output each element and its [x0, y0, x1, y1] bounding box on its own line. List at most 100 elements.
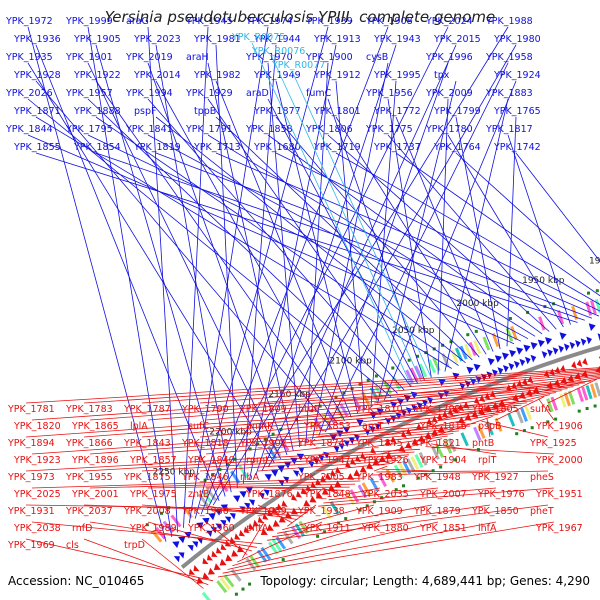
reverse-leader-line — [321, 435, 448, 455]
gc-marker — [366, 378, 370, 382]
reverse-gene-arrow — [571, 361, 577, 369]
gene-label-reverse: YPK_1896 — [71, 455, 119, 466]
gene-label-forward: YPK_1844 — [5, 124, 53, 135]
gene-label-reverse: YPK_1816 — [419, 421, 467, 432]
forward-gene-arrow — [459, 382, 466, 391]
gc-marker — [474, 329, 478, 333]
gene-label-forward: YPK_1957 — [65, 88, 113, 99]
gc-marker — [256, 442, 260, 446]
gene-label-reverse: YPK_2001 — [71, 489, 119, 500]
gene-label-forward: YPK_1680 — [253, 142, 301, 153]
reverse-gene-arrow — [595, 365, 600, 373]
cog-color-stripe — [443, 439, 453, 454]
reverse-gene-arrow — [512, 394, 519, 402]
cog-color-stripe — [155, 526, 167, 540]
rna-leader-line — [291, 70, 432, 378]
forward-leader-line — [324, 62, 509, 433]
gene-label-forward: YPK_1922 — [73, 70, 121, 81]
gc-marker — [587, 291, 590, 295]
gc-marker — [350, 387, 354, 391]
gene-label-forward: YPK_1912 — [313, 70, 361, 81]
reverse-leader-line — [147, 384, 580, 421]
forward-gene-arrow — [427, 397, 433, 405]
forward-leader-line — [267, 134, 543, 335]
forward-gene-arrow — [264, 474, 272, 481]
gc-marker — [394, 488, 398, 492]
cog-color-stripe — [223, 574, 235, 588]
reverse-leader-line — [263, 433, 454, 455]
reverse-leader-line — [147, 521, 253, 552]
reverse-gene-arrow — [276, 503, 283, 511]
forward-gene-arrow — [297, 467, 304, 474]
reverse-gene-arrow — [457, 416, 465, 424]
gc-marker — [554, 417, 558, 421]
reverse-gene-arrow — [325, 472, 332, 480]
reverse-leader-line — [379, 438, 443, 455]
gene-label-forward: YPK_1780 — [425, 124, 473, 135]
gene-label-reverse: YPK_1880 — [361, 523, 409, 534]
reverse-gene-arrow — [576, 359, 583, 367]
gene-label-forward: YPK_1772 — [373, 106, 421, 117]
reverse-gene-arrow — [213, 563, 221, 571]
gene-label-forward: YPK_2019 — [125, 52, 173, 63]
cog-color-stripe — [377, 473, 388, 488]
forward-leader-line — [335, 152, 600, 305]
gene-label-forward: YPK_1742 — [493, 142, 541, 153]
reverse-leader-line — [486, 418, 491, 438]
reverse-leader-line — [31, 477, 366, 489]
reverse-gene-arrow — [315, 491, 323, 499]
reverse-gene-arrow — [220, 543, 227, 550]
rna-leader-line — [271, 56, 422, 383]
gene-label-forward: YPK_1994 — [125, 88, 173, 99]
reverse-leader-line — [547, 378, 597, 404]
gene-label-reverse: YPK_1876 — [245, 489, 293, 500]
forward-leader-line — [87, 134, 522, 342]
cog-color-stripe — [406, 458, 416, 472]
cog-color-stripe — [230, 568, 242, 582]
cog-color-stripe — [201, 591, 211, 600]
reverse-leader-line — [241, 521, 265, 559]
gene-label-forward: YPK_1871 — [13, 106, 61, 117]
gc-marker — [439, 465, 443, 469]
reverse-leader-line — [199, 457, 404, 472]
gc-marker — [281, 558, 285, 562]
reverse-gene-arrow — [330, 469, 337, 477]
reverse-leader-line — [287, 504, 317, 527]
forward-leader-line — [27, 134, 515, 345]
forward-gene-arrow — [192, 541, 199, 548]
gene-label-forward: tppB — [194, 106, 216, 117]
gene-label-forward: YPK_1775 — [365, 124, 413, 135]
forward-gene-arrow — [508, 362, 515, 371]
reverse-leader-line — [141, 369, 600, 404]
gene-label-reverse: YPK_1843 — [123, 438, 171, 449]
gene-label-reverse: lplA — [130, 421, 148, 432]
gc-marker — [593, 404, 597, 408]
reverse-leader-line — [263, 487, 345, 491]
gene-label-forward: YPK_1737 — [373, 142, 421, 153]
gc-marker — [358, 508, 362, 512]
reverse-gene-arrow — [248, 523, 255, 530]
gc-marker — [344, 517, 348, 521]
reverse-leader-line — [89, 382, 586, 421]
reverse-gene-arrow — [208, 567, 216, 575]
cog-color-stripe — [418, 363, 428, 378]
gene-label-reverse: YPK_1909 — [355, 506, 403, 517]
reverse-leader-line — [217, 521, 555, 578]
forward-gene-arrow — [523, 344, 531, 353]
cog-color-stripe — [473, 340, 482, 355]
forward-gene-arrow — [342, 426, 351, 434]
forward-gene-arrow — [229, 513, 236, 520]
reverse-leader-line — [328, 487, 439, 501]
gc-marker — [263, 437, 267, 441]
forward-leader-line — [207, 98, 412, 388]
gene-label-forward: YPK_1996 — [425, 52, 473, 63]
gene-label-reverse: YPK_1904 — [419, 455, 467, 466]
accession-text: Accession: NC_010465 — [8, 574, 145, 588]
gene-label-reverse: rpmI — [246, 455, 268, 466]
forward-leader-line — [207, 62, 294, 452]
cog-color-stripe — [170, 514, 182, 528]
gene-label-forward: YPK_1908 — [365, 16, 413, 27]
reverse-leader-line — [89, 425, 471, 455]
forward-leader-line — [515, 152, 600, 263]
reverse-leader-line — [31, 380, 591, 421]
